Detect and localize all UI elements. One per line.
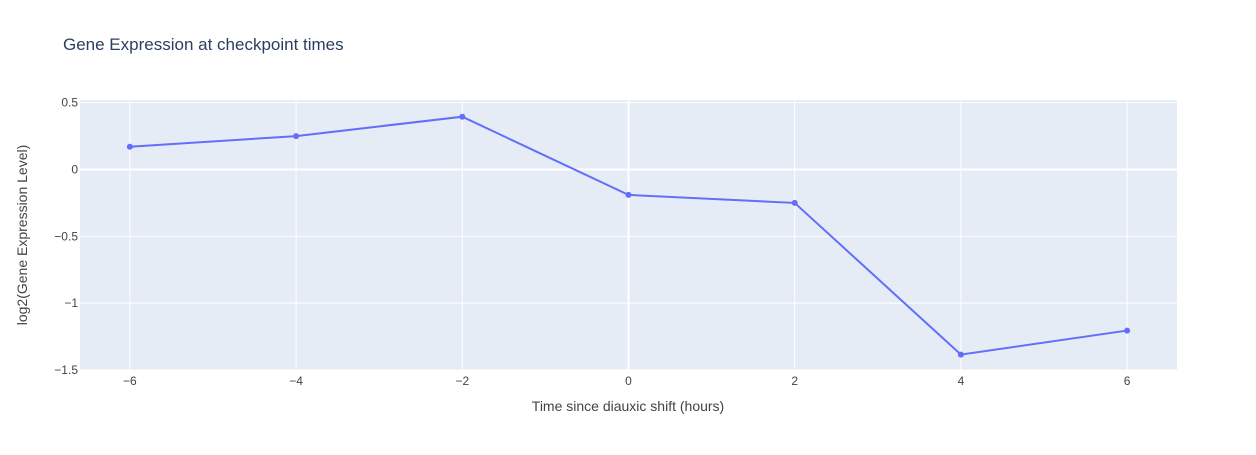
gridlines bbox=[80, 100, 1177, 371]
x-tick-label: −6 bbox=[123, 374, 137, 388]
y-tick-label: −1 bbox=[64, 296, 78, 310]
data-point bbox=[957, 351, 964, 358]
x-tick-labels: −6 −4 −2 0 2 4 6 bbox=[123, 374, 1131, 388]
x-tick-label: 0 bbox=[625, 374, 632, 388]
x-axis-label: Time since diauxic shift (hours) bbox=[532, 398, 724, 414]
y-axis-label: log2(Gene Expression Level) bbox=[14, 145, 30, 326]
x-tick-label: −2 bbox=[455, 374, 469, 388]
x-tick-label: 4 bbox=[958, 374, 965, 388]
y-tick-label: −1.5 bbox=[54, 363, 78, 377]
y-tick-label: 0 bbox=[71, 163, 78, 177]
data-point bbox=[293, 133, 300, 140]
data-point bbox=[791, 199, 798, 206]
x-tick-label: 6 bbox=[1124, 374, 1131, 388]
chart-title: Gene Expression at checkpoint times bbox=[63, 35, 344, 54]
y-tick-label: 0.5 bbox=[61, 96, 78, 110]
series-layer bbox=[126, 113, 1131, 358]
y-tick-label: −0.5 bbox=[54, 229, 78, 243]
data-point bbox=[625, 191, 632, 198]
x-tick-label: 2 bbox=[791, 374, 798, 388]
data-point bbox=[459, 113, 466, 120]
data-point bbox=[126, 143, 133, 150]
x-tick-label: −4 bbox=[289, 374, 303, 388]
data-point bbox=[1124, 327, 1131, 334]
y-tick-labels: 0.5 0 −0.5 −1 −1.5 bbox=[54, 96, 78, 377]
